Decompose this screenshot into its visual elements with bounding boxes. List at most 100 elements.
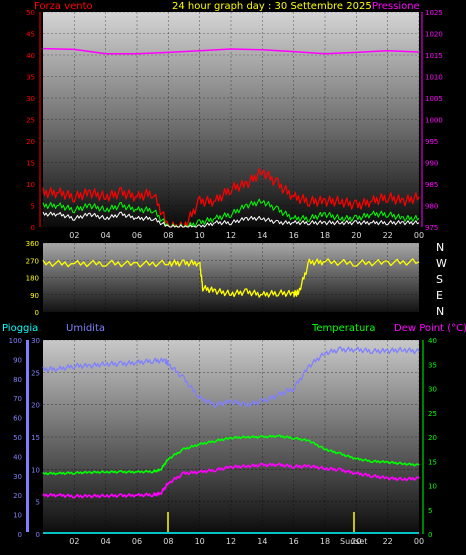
humidity-tick-label: 10	[31, 466, 40, 474]
temperature-tick-label: 30	[428, 386, 437, 394]
x-tick-label: 08	[163, 231, 173, 240]
pressure-tick-label: 985	[425, 181, 438, 189]
x-tick-label: 16	[289, 537, 299, 546]
rain-tick-label: 10	[13, 512, 22, 520]
pressure-tick-label: 1000	[425, 117, 443, 125]
x-tick-label: 16	[289, 231, 299, 240]
x-tick-label: 20	[351, 537, 361, 546]
wind-tick-label: 50	[26, 9, 35, 17]
rain-tick-label: 30	[13, 473, 22, 481]
wind-tick-label: 20	[26, 138, 35, 146]
x-tick-label: 22	[383, 537, 393, 546]
wind-tick-label: 40	[26, 52, 35, 60]
direction-letter-n-top: N	[436, 241, 444, 254]
rain-tick-label: 90	[13, 356, 22, 364]
temperature-tick-label: 5	[428, 507, 432, 515]
temperature-tick-label: 0	[428, 531, 432, 539]
pressure-line	[42, 47, 420, 55]
wind-speed-line	[42, 168, 420, 228]
temperature-tick-label: 15	[428, 458, 437, 466]
temperature-tick-label: 40	[428, 337, 437, 345]
humidity-tick-label: 0	[36, 531, 40, 539]
humidity-tick-label: 15	[31, 434, 40, 442]
rain-axis-label: Pioggia	[2, 323, 38, 334]
wind-tick-label: 30	[26, 95, 35, 103]
rain-tick-label: 60	[13, 415, 22, 423]
pressure-tick-label: 975	[425, 224, 438, 232]
x-tick-label: 14	[257, 231, 267, 240]
temperature-tick-label: 10	[428, 483, 437, 491]
x-tick-label: 14	[257, 537, 267, 546]
pressure-tick-label: 980	[425, 203, 438, 211]
wind-axis-label: Forza vento	[34, 1, 93, 12]
temperature-tick-label: 25	[428, 410, 437, 418]
pressure-tick-label: 990	[425, 160, 438, 168]
humidity-line	[42, 346, 420, 408]
pressure-tick-label: 1010	[425, 74, 443, 82]
pressure-tick-label: 1005	[425, 95, 443, 103]
direction-tick-label: 270	[26, 257, 39, 265]
rain-tick-label: 80	[13, 376, 22, 384]
x-tick-label: 00	[414, 231, 424, 240]
temperature-tick-label: 35	[428, 361, 437, 369]
pressure-tick-label: 1020	[425, 31, 443, 39]
wind-avg-line	[42, 211, 420, 228]
humidity-tick-label: 20	[31, 402, 40, 410]
pressure-tick-label: 1025	[425, 9, 443, 17]
x-tick-label: 22	[383, 231, 393, 240]
direction-tick-label: 180	[26, 275, 39, 283]
x-tick-label: 06	[132, 231, 142, 240]
dewpoint-axis-label: Dew Point (°C)	[394, 323, 466, 334]
temperature-axis-label: Temperatura	[311, 323, 376, 334]
x-tick-label: 12	[226, 231, 236, 240]
pressure-axis-label: Pressione	[372, 1, 420, 12]
sunset-label: Sunset	[340, 537, 367, 546]
humidity-tick-label: 5	[36, 499, 40, 507]
wind-tick-label: 0	[31, 224, 35, 232]
pressure-tick-label: 1015	[425, 52, 443, 60]
wind-direction-line	[42, 258, 420, 298]
direction-letter-n-bottom: N	[436, 305, 444, 318]
x-tick-label: 10	[195, 231, 205, 240]
x-tick-label: 08	[163, 537, 173, 546]
x-tick-label: 04	[101, 537, 111, 546]
direction-tick-label: 360	[26, 240, 39, 248]
rain-tick-label: 20	[13, 492, 22, 500]
rain-tick-label: 40	[13, 453, 22, 461]
pressure-tick-label: 995	[425, 138, 438, 146]
humidity-axis-label: Umidita	[66, 323, 105, 334]
humidity-tick-label: 25	[31, 369, 40, 377]
direction-letter-e: E	[436, 289, 443, 302]
rain-tick-label: 70	[13, 395, 22, 403]
wind-tick-label: 25	[26, 117, 35, 125]
wind-gust-line	[42, 198, 420, 228]
direction-letter-s: S	[436, 273, 443, 286]
temperature-line	[42, 434, 420, 476]
x-tick-label: 04	[101, 231, 111, 240]
wind-tick-label: 5	[31, 203, 35, 211]
wind-tick-label: 35	[26, 74, 35, 82]
wind-tick-label: 10	[26, 181, 35, 189]
dewpoint-line	[42, 462, 420, 499]
chart-title: 24 hour graph day : 30 Settembre 2025	[172, 1, 372, 12]
direction-tick-label: 0	[35, 309, 39, 317]
temperature-tick-label: 20	[428, 434, 437, 442]
x-tick-label: 02	[69, 537, 79, 546]
wind-tick-label: 45	[26, 31, 35, 39]
x-tick-label: 02	[69, 231, 79, 240]
x-tick-label: 00	[414, 537, 424, 546]
x-tick-label: 18	[320, 231, 330, 240]
direction-letter-w: W	[436, 257, 447, 270]
rain-tick-label: 100	[9, 337, 22, 345]
wind-tick-label: 15	[26, 160, 35, 168]
rain-tick-label: 0	[18, 531, 22, 539]
x-tick-label: 06	[132, 537, 142, 546]
x-tick-label: 10	[195, 537, 205, 546]
x-tick-label: 18	[320, 537, 330, 546]
rain-scale-bar	[26, 340, 29, 532]
direction-tick-label: 90	[30, 292, 39, 300]
x-tick-label: 20	[351, 231, 361, 240]
humidity-tick-label: 30	[31, 337, 40, 345]
